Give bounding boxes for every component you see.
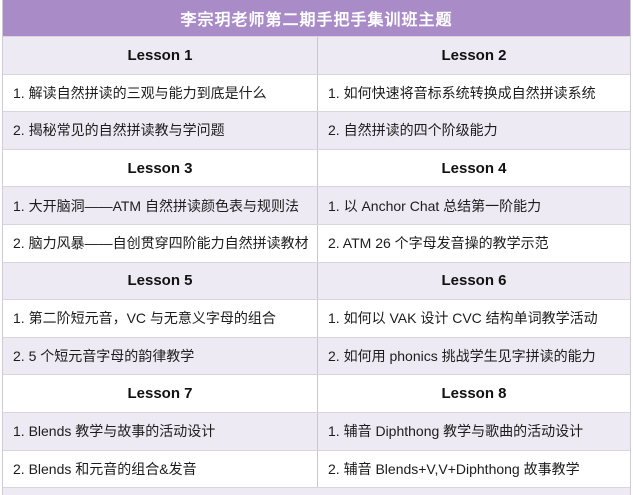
lesson-8-item-1: 1. 辅音 Diphthong 教学与歌曲的活动设计 (328, 423, 584, 440)
lesson-8-item-2: 2. 辅音 Blends+V,V+Diphthong 故事教学 (328, 460, 580, 477)
bottom-cutoff-row (3, 487, 630, 495)
lesson-6-item-2: 2. 如何用 phonics 挑战学生见字拼读的能力 (328, 348, 596, 365)
lesson-1-header: Lesson 1 (3, 37, 318, 74)
table-title-bar: 李宗玥老师第二期手把手集训班主题 (3, 0, 630, 36)
lesson-8-header: Lesson 8 (441, 385, 507, 403)
lesson-3-header: Lesson 3 (3, 149, 318, 187)
table-row: 1. 第二阶短元音，VC 与无意义字母的组合 1. 如何以 VAK 设计 CVC… (3, 299, 630, 337)
lesson-header-row: Lesson 7 Lesson 8 (3, 374, 630, 412)
table-row: 2. Blends 和元音的组合&发音 2. 辅音 Blends+V,V+Dip… (3, 449, 630, 488)
table-row: 2. 5 个短元音字母的韵律教学 2. 如何用 phonics 挑战学生见字拼读… (3, 336, 630, 375)
lesson-header-row: Lesson 5 Lesson 6 (3, 261, 630, 300)
lesson-3-item-2: 2. 脑力风暴——自创贯穿四阶能力自然拼读教材 (3, 224, 318, 262)
lesson-2-item-2: 2. 自然拼读的四个阶级能力 (328, 122, 498, 139)
lesson-1-item-2: 2. 揭秘常见的自然拼读教与学问题 (3, 112, 318, 149)
lesson-5-item-2: 2. 5 个短元音字母的韵律教学 (3, 337, 318, 375)
lesson-4-item-1: 1. 以 Anchor Chat 总结第一阶能力 (328, 197, 542, 214)
lesson-4-item-2: 2. ATM 26 个字母发音操的教学示范 (328, 235, 549, 252)
table-row: 2. 脑力风暴——自创贯穿四阶能力自然拼读教材 2. ATM 26 个字母发音操… (3, 223, 630, 262)
lesson-5-header: Lesson 5 (3, 262, 318, 300)
table-row: 1. 解读自然拼读的三观与能力到底是什么 1. 如何快速将音标系统转换成自然拼读… (3, 73, 630, 112)
table-row: 1. 大开脑洞——ATM 自然拼读颜色表与规则法 1. 以 Anchor Cha… (3, 186, 630, 224)
page-title: 李宗玥老师第二期手把手集训班主题 (180, 12, 453, 29)
lesson-2-header: Lesson 2 (441, 46, 507, 64)
table-row: 2. 揭秘常见的自然拼读教与学问题 2. 自然拼读的四个阶级能力 (3, 111, 630, 149)
lesson-header-row: Lesson 1 Lesson 2 (3, 36, 630, 74)
lesson-5-item-1: 1. 第二阶短元音，VC 与无意义字母的组合 (3, 300, 318, 337)
lesson-3-item-1: 1. 大开脑洞——ATM 自然拼读颜色表与规则法 (3, 187, 318, 224)
lesson-7-header: Lesson 7 (3, 375, 318, 412)
lesson-1-item-1: 1. 解读自然拼读的三观与能力到底是什么 (3, 74, 318, 112)
lesson-7-item-1: 1. Blends 教学与故事的活动设计 (3, 412, 318, 450)
table-row: 1. Blends 教学与故事的活动设计 1. 辅音 Diphthong 教学与… (3, 411, 630, 450)
lesson-6-header: Lesson 6 (441, 272, 507, 290)
lesson-2-item-1: 1. 如何快速将音标系统转换成自然拼读系统 (328, 84, 596, 101)
lesson-7-item-2: 2. Blends 和元音的组合&发音 (3, 450, 318, 488)
lesson-4-header: Lesson 4 (441, 159, 507, 177)
lesson-header-row: Lesson 3 Lesson 4 (3, 148, 630, 187)
lesson-6-item-1: 1. 如何以 VAK 设计 CVC 结构单词教学活动 (328, 310, 598, 327)
